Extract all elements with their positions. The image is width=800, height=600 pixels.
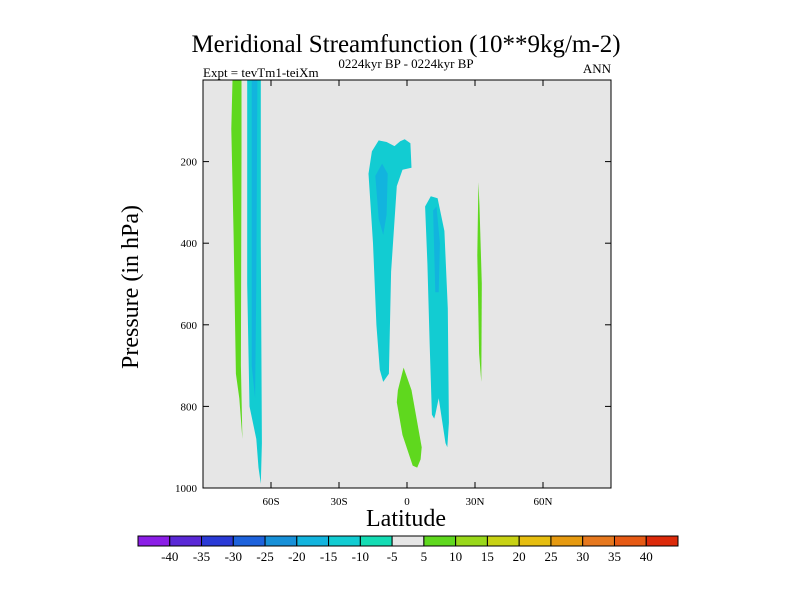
colorbar bbox=[137, 535, 679, 547]
region-cell-tropical-nh-core bbox=[433, 206, 440, 293]
x-tick-label: 30N bbox=[466, 496, 485, 508]
colorbar-swatch bbox=[423, 535, 457, 547]
colorbar-swatch bbox=[296, 535, 330, 547]
x-tick-label: 60S bbox=[262, 496, 279, 508]
y-axis-label: Pressure (in hPa) bbox=[118, 205, 144, 369]
colorbar-swatch bbox=[582, 535, 615, 547]
region-cell-tropical-sh-core bbox=[375, 163, 388, 235]
region-band-sh-core bbox=[251, 80, 258, 399]
colorbar-label: 40 bbox=[640, 549, 653, 564]
time-range-label: 0224kyr BP - 0224kyr BP bbox=[338, 56, 473, 71]
y-tick-label: 1000 bbox=[175, 483, 198, 495]
y-tick-label: 200 bbox=[181, 157, 198, 169]
colorbar-label: -5 bbox=[387, 549, 398, 564]
colorbar-swatch bbox=[486, 535, 520, 547]
colorbar-swatch bbox=[518, 535, 552, 547]
colorbar-label: -10 bbox=[352, 549, 369, 564]
colorbar-swatch bbox=[455, 535, 488, 547]
x-axis-label: Latitude bbox=[366, 506, 446, 532]
colorbar-label: 20 bbox=[513, 549, 526, 564]
colorbar-swatch bbox=[137, 535, 171, 547]
region-band-nh-positive bbox=[477, 182, 482, 382]
colorbar-swatch bbox=[169, 535, 203, 547]
colorbar-label: 30 bbox=[576, 549, 589, 564]
y-tick-label: 800 bbox=[181, 401, 198, 413]
colorbar-label: 15 bbox=[481, 549, 494, 564]
colorbar-swatch bbox=[359, 535, 393, 547]
colorbar-swatch bbox=[550, 535, 584, 547]
colorbar-label: -25 bbox=[256, 549, 273, 564]
region-band-sh-positive bbox=[231, 80, 243, 439]
colorbar-label: -20 bbox=[288, 549, 305, 564]
colorbar-swatch bbox=[201, 535, 234, 547]
x-tick-label: 0 bbox=[404, 496, 410, 508]
colorbar-label: -35 bbox=[193, 549, 210, 564]
colorbar-label: -30 bbox=[225, 549, 242, 564]
x-tick-label: 30S bbox=[330, 496, 347, 508]
colorbar-label: 25 bbox=[544, 549, 557, 564]
y-axis: 200 400 600 800 1000 bbox=[175, 157, 611, 495]
y-tick-label: 400 bbox=[181, 238, 198, 250]
y-tick-label: 600 bbox=[181, 320, 198, 332]
colorbar-swatch bbox=[264, 535, 298, 547]
chart-title: Meridional Streamfunction (10**9kg/m-2) bbox=[191, 31, 620, 58]
colorbar-swatch bbox=[613, 535, 647, 547]
contour-regions bbox=[231, 80, 482, 484]
x-tick-label: 60N bbox=[534, 496, 553, 508]
colorbar-swatch bbox=[232, 535, 266, 547]
season-label: ANN bbox=[583, 61, 612, 76]
colorbar-swatch bbox=[645, 535, 679, 547]
colorbar-label: -40 bbox=[161, 549, 178, 564]
region-cell-equatorial-positive bbox=[396, 367, 422, 468]
colorbar-label: -15 bbox=[320, 549, 337, 564]
colorbar-label: 5 bbox=[421, 549, 428, 564]
x-axis: 60S 30S 0 30N 60N bbox=[262, 80, 553, 508]
colorbar-label: 35 bbox=[608, 549, 621, 564]
colorbar-label: 10 bbox=[449, 549, 462, 564]
experiment-label: Expt = tevTm1-teiXm bbox=[203, 65, 319, 80]
region-cell-tropical-nh bbox=[425, 196, 449, 448]
colorbar-swatch bbox=[328, 535, 361, 547]
colorbar-labels: -40 -35 -30 -25 -20 -15 -10 -5 5 10 15 20 25 30 35 40 bbox=[161, 549, 653, 564]
colorbar-swatch bbox=[391, 535, 425, 547]
